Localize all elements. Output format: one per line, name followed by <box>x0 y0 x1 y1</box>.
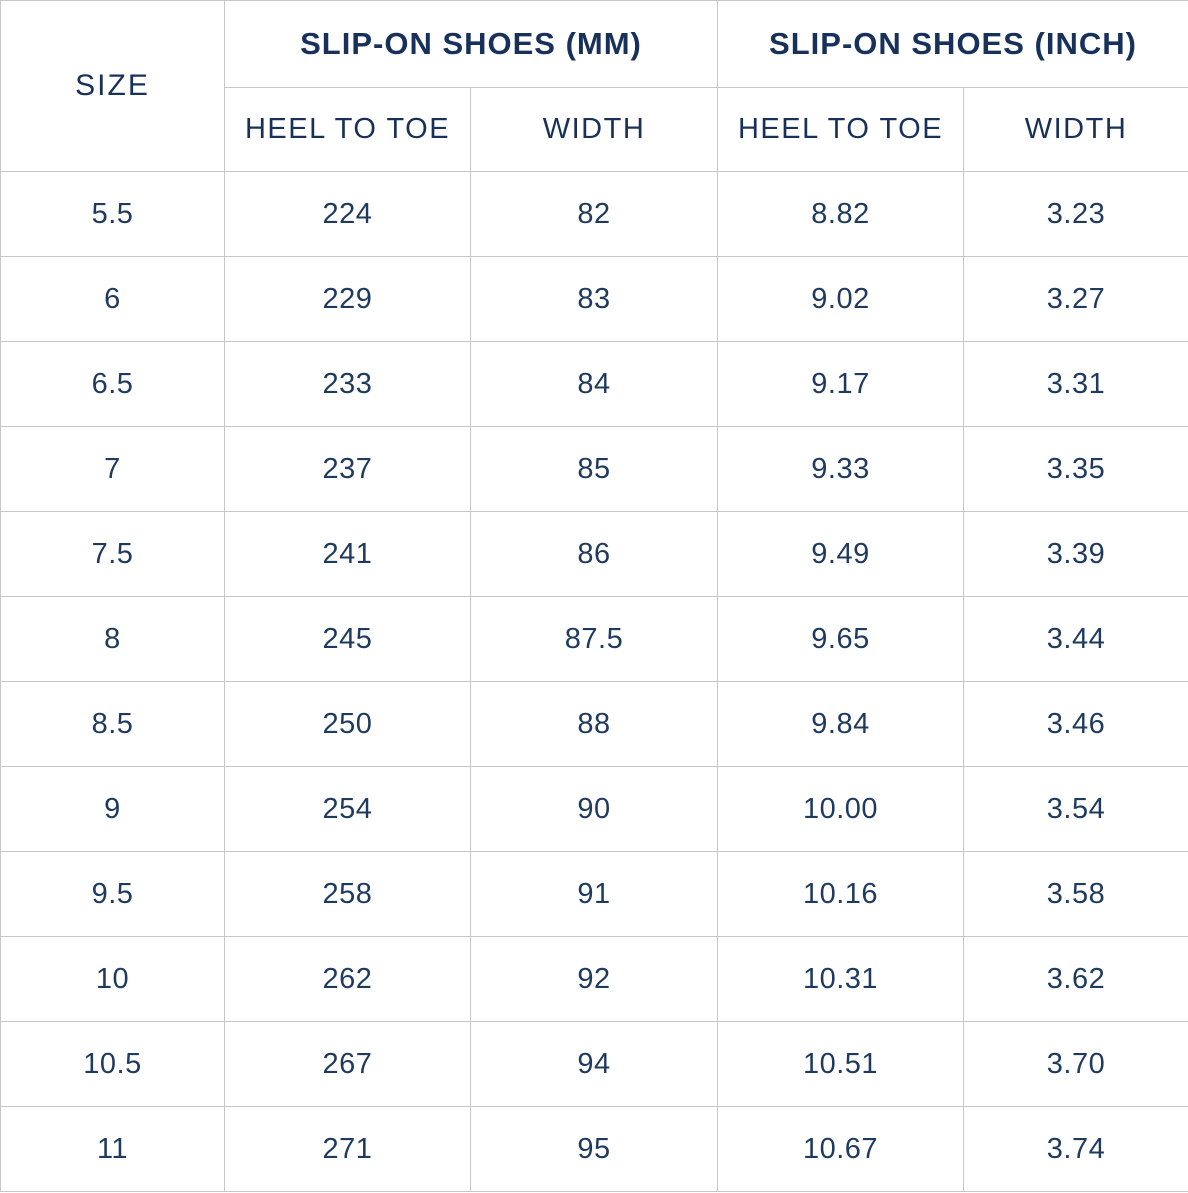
mm-width-cell: 88 <box>470 681 718 767</box>
inch-width-cell: 3.31 <box>963 341 1188 427</box>
size-cell: 6 <box>0 256 225 342</box>
mm-width-cell: 95 <box>470 1106 718 1192</box>
mm-width-cell: 82 <box>470 171 718 257</box>
table-row: 10 262 92 10.31 3.62 <box>0 936 1188 1022</box>
inch-heel-to-toe-cell: 9.17 <box>717 341 964 427</box>
mm-heel-to-toe-cell: 262 <box>224 936 471 1022</box>
group-header-inch: SLIP-ON SHOES (INCH) <box>717 0 1188 88</box>
mm-heel-to-toe-cell: 254 <box>224 766 471 852</box>
column-header-inch-heel-to-toe: HEEL TO TOE <box>717 87 964 172</box>
inch-heel-to-toe-cell: 10.51 <box>717 1021 964 1107</box>
mm-heel-to-toe-cell: 229 <box>224 256 471 342</box>
inch-width-cell: 3.23 <box>963 171 1188 257</box>
table-row: 11 271 95 10.67 3.74 <box>0 1106 1188 1192</box>
mm-width-cell: 92 <box>470 936 718 1022</box>
size-cell: 7 <box>0 426 225 512</box>
mm-heel-to-toe-cell: 267 <box>224 1021 471 1107</box>
inch-heel-to-toe-cell: 10.31 <box>717 936 964 1022</box>
table-row: 6.5 233 84 9.17 3.31 <box>0 341 1188 427</box>
column-header-inch-width: WIDTH <box>963 87 1188 172</box>
mm-width-cell: 94 <box>470 1021 718 1107</box>
table-row: 6 229 83 9.02 3.27 <box>0 256 1188 342</box>
inch-width-cell: 3.62 <box>963 936 1188 1022</box>
inch-width-cell: 3.54 <box>963 766 1188 852</box>
size-cell: 8.5 <box>0 681 225 767</box>
column-header-mm-heel-to-toe: HEEL TO TOE <box>224 87 471 172</box>
mm-width-cell: 85 <box>470 426 718 512</box>
size-cell: 9.5 <box>0 851 225 937</box>
table-row: 5.5 224 82 8.82 3.23 <box>0 171 1188 257</box>
size-cell: 5.5 <box>0 171 225 257</box>
inch-heel-to-toe-cell: 9.84 <box>717 681 964 767</box>
mm-width-cell: 91 <box>470 851 718 937</box>
inch-heel-to-toe-cell: 9.02 <box>717 256 964 342</box>
mm-heel-to-toe-cell: 245 <box>224 596 471 682</box>
inch-heel-to-toe-cell: 9.65 <box>717 596 964 682</box>
mm-heel-to-toe-cell: 250 <box>224 681 471 767</box>
group-header-row: SIZE SLIP-ON SHOES (MM) SLIP-ON SHOES (I… <box>0 0 1188 172</box>
mm-width-cell: 90 <box>470 766 718 852</box>
size-cell: 6.5 <box>0 341 225 427</box>
inch-width-cell: 3.35 <box>963 426 1188 512</box>
mm-heel-to-toe-cell: 233 <box>224 341 471 427</box>
size-cell: 10.5 <box>0 1021 225 1107</box>
table-row: 7.5 241 86 9.49 3.39 <box>0 511 1188 597</box>
inch-width-cell: 3.27 <box>963 256 1188 342</box>
table-row: 10.5 267 94 10.51 3.70 <box>0 1021 1188 1107</box>
table-row: 7 237 85 9.33 3.35 <box>0 426 1188 512</box>
inch-width-cell: 3.46 <box>963 681 1188 767</box>
inch-heel-to-toe-cell: 9.33 <box>717 426 964 512</box>
size-cell: 9 <box>0 766 225 852</box>
mm-heel-to-toe-cell: 241 <box>224 511 471 597</box>
size-cell: 10 <box>0 936 225 1022</box>
column-header-mm-width: WIDTH <box>470 87 718 172</box>
inch-heel-to-toe-cell: 8.82 <box>717 171 964 257</box>
inch-heel-to-toe-cell: 10.16 <box>717 851 964 937</box>
size-column-header: SIZE <box>0 0 225 172</box>
mm-width-cell: 83 <box>470 256 718 342</box>
table-row: 8 245 87.5 9.65 3.44 <box>0 596 1188 682</box>
inch-width-cell: 3.39 <box>963 511 1188 597</box>
mm-width-cell: 86 <box>470 511 718 597</box>
inch-heel-to-toe-cell: 9.49 <box>717 511 964 597</box>
size-cell: 7.5 <box>0 511 225 597</box>
inch-width-cell: 3.74 <box>963 1106 1188 1192</box>
mm-heel-to-toe-cell: 258 <box>224 851 471 937</box>
size-cell: 8 <box>0 596 225 682</box>
table-row: 9 254 90 10.00 3.54 <box>0 766 1188 852</box>
inch-width-cell: 3.44 <box>963 596 1188 682</box>
size-cell: 11 <box>0 1106 225 1192</box>
inch-width-cell: 3.58 <box>963 851 1188 937</box>
mm-heel-to-toe-cell: 271 <box>224 1106 471 1192</box>
table-row: 9.5 258 91 10.16 3.58 <box>0 851 1188 937</box>
mm-width-cell: 87.5 <box>470 596 718 682</box>
mm-width-cell: 84 <box>470 341 718 427</box>
inch-heel-to-toe-cell: 10.67 <box>717 1106 964 1192</box>
inch-heel-to-toe-cell: 10.00 <box>717 766 964 852</box>
mm-heel-to-toe-cell: 224 <box>224 171 471 257</box>
inch-width-cell: 3.70 <box>963 1021 1188 1107</box>
mm-heel-to-toe-cell: 237 <box>224 426 471 512</box>
table-row: 8.5 250 88 9.84 3.46 <box>0 681 1188 767</box>
group-header-mm: SLIP-ON SHOES (MM) <box>224 0 718 88</box>
